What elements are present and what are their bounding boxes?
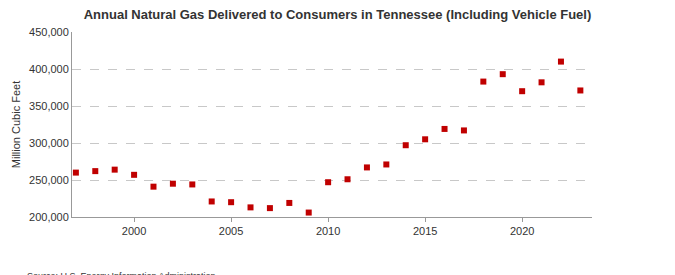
svg-text:2020: 2020 — [510, 225, 534, 237]
svg-text:300,000: 300,000 — [29, 137, 69, 149]
svg-text:250,000: 250,000 — [29, 174, 69, 186]
svg-text:Annual Natural Gas Delivered t: Annual Natural Gas Delivered to Consumer… — [84, 7, 592, 22]
svg-text:Million Cubic Feet: Million Cubic Feet — [10, 81, 22, 168]
svg-text:2010: 2010 — [316, 225, 340, 237]
svg-text:450,000: 450,000 — [29, 26, 69, 38]
svg-text:Source: U.S. Energy Informatio: Source: U.S. Energy Information Administ… — [27, 271, 216, 275]
svg-text:200,000: 200,000 — [29, 211, 69, 223]
svg-text:350,000: 350,000 — [29, 100, 69, 112]
svg-text:2005: 2005 — [219, 225, 243, 237]
svg-text:2000: 2000 — [122, 225, 146, 237]
svg-text:400,000: 400,000 — [29, 63, 69, 75]
svg-text:2015: 2015 — [413, 225, 437, 237]
